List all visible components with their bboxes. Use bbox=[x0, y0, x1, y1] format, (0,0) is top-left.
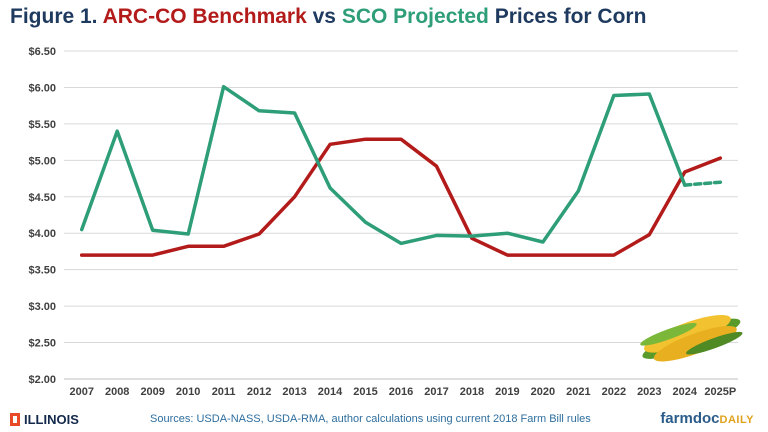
y-tick-label: $2.50 bbox=[28, 338, 56, 350]
x-axis: 2007 2008 2009 2010 2011 2012 2013 2014 2015 2016… bbox=[69, 386, 736, 398]
x-tick-label: 2012 bbox=[247, 386, 271, 398]
grid-lines bbox=[64, 50, 738, 380]
x-tick-label: 2020 bbox=[531, 386, 555, 398]
y-tick-label: $3.50 bbox=[28, 265, 56, 277]
x-tick-label: 2017 bbox=[424, 386, 448, 398]
x-tick-label: 2018 bbox=[460, 386, 484, 398]
illinois-i-icon bbox=[10, 413, 20, 426]
y-tick-label: $2.00 bbox=[28, 374, 56, 386]
title-sco: SCO Projected bbox=[341, 5, 489, 28]
x-tick-label: 2009 bbox=[140, 386, 164, 398]
brand-daily: DAILY bbox=[719, 414, 754, 426]
y-tick-label: $6.00 bbox=[28, 82, 56, 94]
x-tick-label: 2014 bbox=[318, 386, 343, 398]
title-prefix: Figure 1. bbox=[10, 5, 103, 28]
title-arc: ARC-CO Benchmark bbox=[102, 5, 307, 28]
x-tick-label: 2021 bbox=[566, 386, 590, 398]
x-tick-label: 2010 bbox=[176, 386, 200, 398]
series-lines bbox=[79, 84, 723, 257]
illinois-logo: ILLINOIS bbox=[10, 412, 79, 427]
x-tick-label: 2019 bbox=[495, 386, 519, 398]
arc-co-benchmark-line bbox=[79, 137, 723, 257]
farmdoc-daily-logo: farmdocDAILY bbox=[660, 410, 754, 427]
illinois-label: ILLINOIS bbox=[24, 412, 79, 427]
x-tick-label: 2011 bbox=[212, 386, 236, 398]
y-tick-label: $3.00 bbox=[28, 301, 56, 313]
corn-image bbox=[640, 314, 743, 362]
y-tick-label: $5.00 bbox=[28, 155, 56, 167]
sco-projected-line bbox=[79, 84, 687, 246]
x-tick-label: 2008 bbox=[105, 386, 129, 398]
title-mid: vs bbox=[306, 5, 342, 28]
x-tick-label: 2016 bbox=[389, 386, 413, 398]
x-tick-label: 2007 bbox=[69, 386, 93, 398]
y-axis: $2.00 $2.50 $3.00 $3.50 $4.00 $4.50 $5.00 $5.50… bbox=[28, 46, 56, 386]
chart-title: Figure 1. ARC-CO Benchmark vs SCO Projec… bbox=[10, 5, 646, 29]
y-tick-label: $4.50 bbox=[28, 192, 56, 204]
y-tick-label: $6.50 bbox=[28, 46, 56, 58]
y-tick-label: $5.50 bbox=[28, 119, 56, 131]
x-tick-label: 2022 bbox=[602, 386, 626, 398]
x-tick-label: 2013 bbox=[282, 386, 306, 398]
title-suffix: Prices for Corn bbox=[488, 5, 647, 28]
brand-main: farmdoc bbox=[660, 410, 720, 427]
x-tick-label: 2024 bbox=[673, 386, 698, 398]
x-tick-label: 2015 bbox=[353, 386, 377, 398]
sco-projected-2025-dashed-line bbox=[683, 180, 723, 187]
x-tick-label: 2023 bbox=[637, 386, 661, 398]
x-tick-label: 2025P bbox=[704, 386, 736, 398]
sources-note: Sources: USDA-NASS, USDA-RMA, author cal… bbox=[150, 413, 591, 425]
y-tick-label: $4.00 bbox=[28, 228, 56, 240]
